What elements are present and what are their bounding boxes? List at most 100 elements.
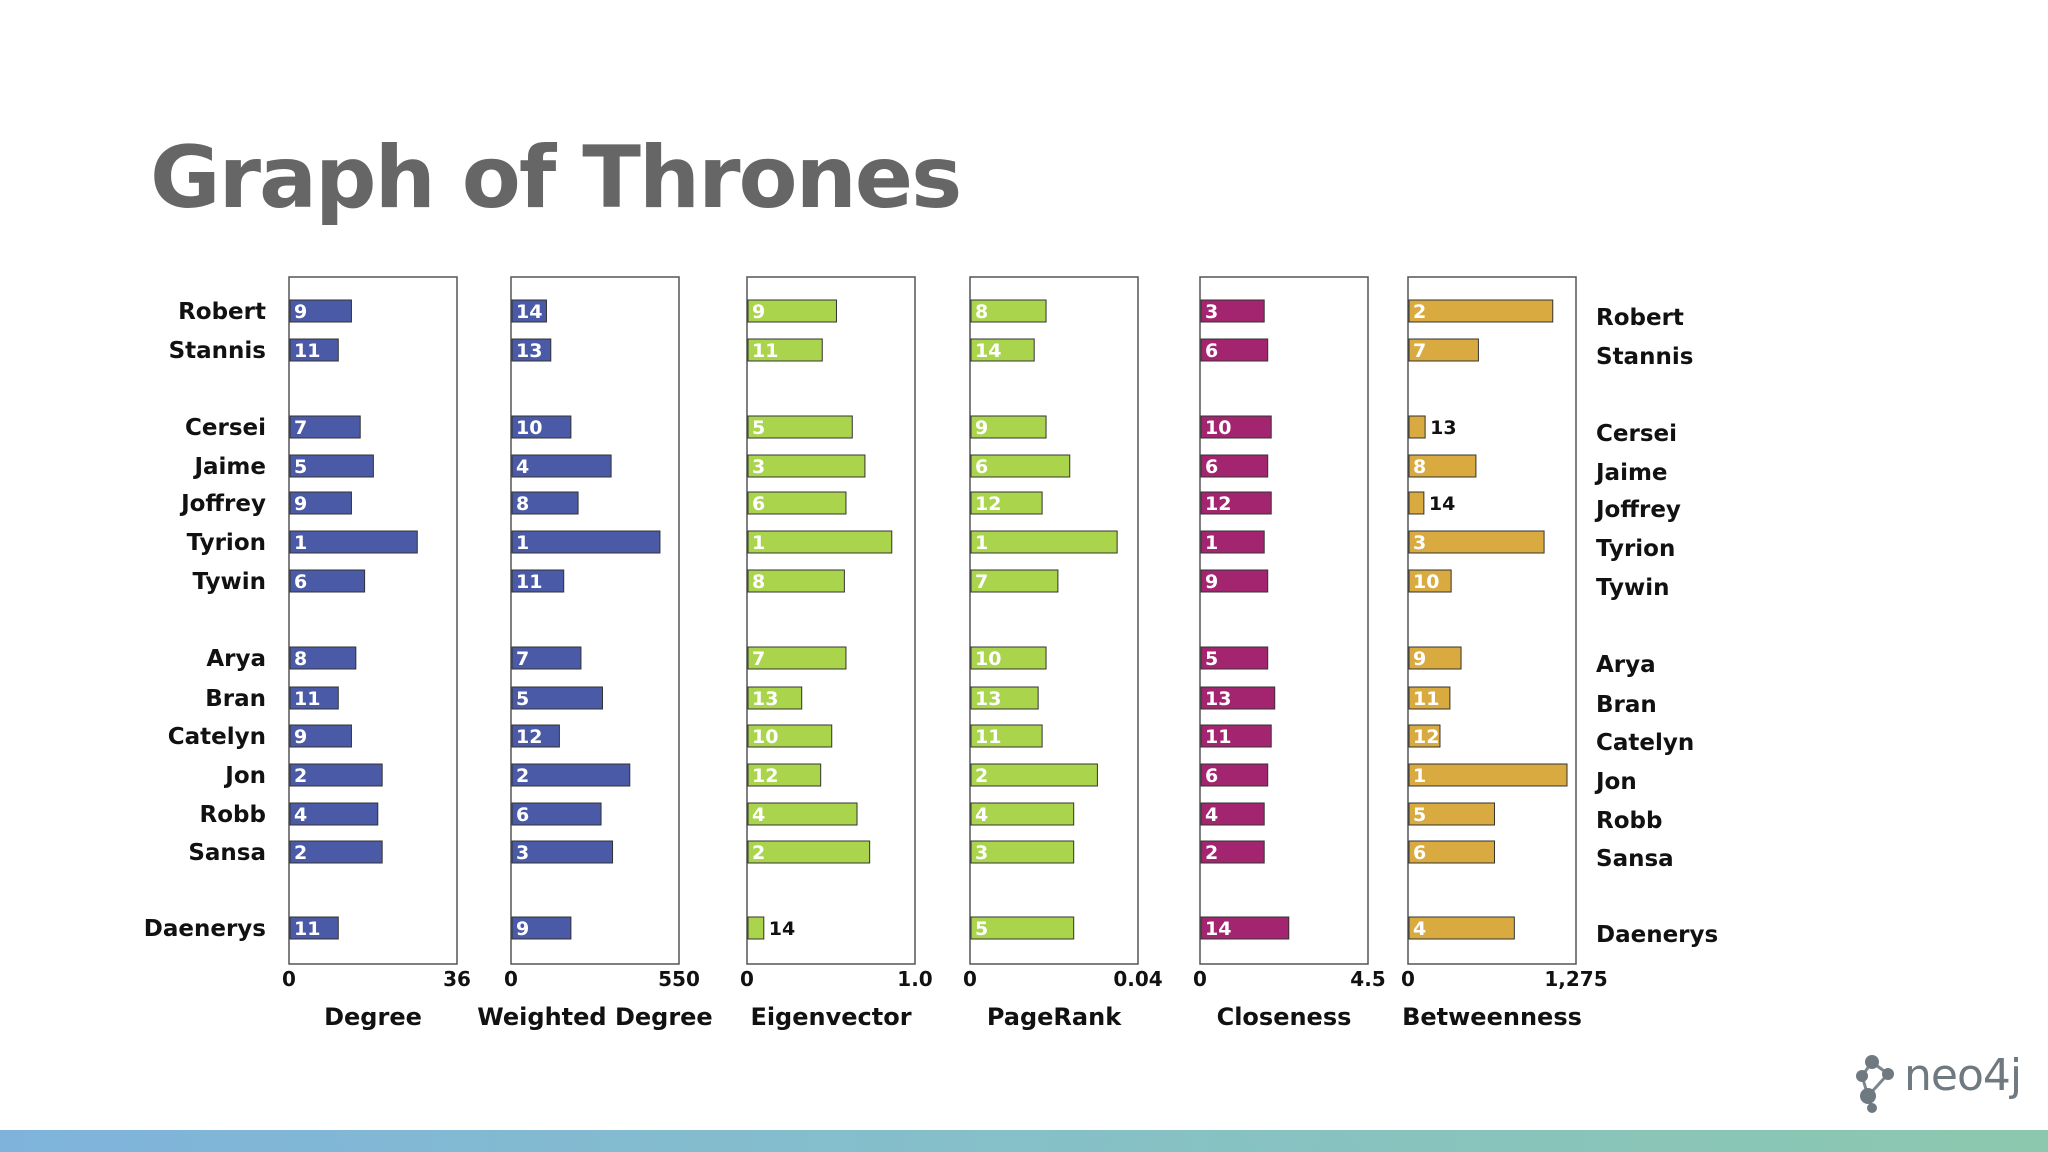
rank-label: 3 [1413,532,1426,554]
page-title: Graph of Thrones [150,128,962,228]
rank-label: 6 [1413,842,1426,864]
row-label-right: Sansa [1596,846,1674,872]
rank-label: 6 [1205,340,1218,362]
rank-label: 12 [975,493,1001,515]
bar [747,530,893,554]
bar [1200,454,1269,478]
bar [1408,491,1425,515]
x-tick-label: 0 [963,967,977,991]
row-label-right: Catelyn [1596,730,1694,756]
bar [747,686,803,710]
bar [511,686,603,710]
rank-label: 6 [975,456,988,478]
footer-band [0,1130,2048,1152]
bar [289,763,383,787]
bar [970,763,1098,787]
rank-label: 5 [975,918,988,940]
bar [511,338,552,362]
bar [511,916,572,940]
row-label-left: Daenerys [144,916,266,942]
bar [747,569,845,593]
bar [747,646,847,670]
panel-frame [969,276,1139,965]
rank-label: 11 [752,340,778,362]
bar [1200,491,1272,515]
rank-label: 6 [752,493,765,515]
bar [289,338,339,362]
rank-label: 11 [516,571,542,593]
rank-label: 9 [294,493,307,515]
rank-label: 1 [1205,532,1218,554]
rank-label: 4 [1205,804,1218,826]
row-label-right: Cersei [1596,421,1677,447]
rank-label: 11 [294,340,320,362]
rank-label: 5 [294,456,307,478]
bar [289,802,379,826]
rank-label: 5 [1205,648,1218,670]
bar [747,491,847,515]
rank-label: 7 [975,571,988,593]
row-label-right: Stannis [1596,344,1693,370]
rank-label: 9 [975,417,988,439]
rank-label: 14 [769,918,795,940]
bar [1200,763,1269,787]
panel-frame [746,276,916,965]
bar [511,724,560,748]
rank-label: 2 [1205,842,1218,864]
bar [289,569,366,593]
bar [289,646,357,670]
bar [289,454,374,478]
row-label-right: Robert [1596,305,1684,331]
rank-label: 9 [752,301,765,323]
rank-label: 4 [294,804,307,826]
bar [1200,415,1272,439]
rank-label: 1 [975,532,988,554]
bar [747,916,765,940]
rank-label: 2 [752,842,765,864]
bar [970,415,1047,439]
rank-label: 8 [752,571,765,593]
rank-label: 3 [975,842,988,864]
bar [747,802,858,826]
x-tick-label: 0 [740,967,754,991]
rank-label: 14 [516,301,542,323]
panel-frame [1199,276,1369,965]
bar [511,415,572,439]
rank-label: 11 [1205,726,1231,748]
bar [289,686,339,710]
rank-label: 9 [294,301,307,323]
bar [289,840,383,864]
rank-label: 5 [752,417,765,439]
rank-label: 14 [975,340,1001,362]
panel-title: Degree [324,1003,422,1031]
panel-title: Closeness [1217,1003,1352,1031]
bar [747,299,837,323]
row-label-left: Catelyn [168,724,266,750]
rank-label: 5 [1413,804,1426,826]
rank-label: 1 [752,532,765,554]
bar [970,299,1047,323]
bar [511,840,614,864]
rank-label: 1 [1413,765,1426,787]
row-label-right: Tywin [1596,575,1669,601]
bar [747,338,823,362]
row-label-left: Robert [178,299,266,325]
rank-label: 12 [516,726,542,748]
panel-title: Eigenvector [750,1003,911,1031]
rank-label: 6 [516,804,529,826]
row-label-left: Tywin [193,569,266,595]
row-label-right: Robb [1596,808,1662,834]
panel-title: PageRank [987,1003,1122,1031]
bar [511,569,565,593]
rank-label: 10 [1205,417,1231,439]
rank-label: 7 [1413,340,1426,362]
x-tick-label: 0 [282,967,296,991]
bar [970,916,1075,940]
x-tick-label: 4.5 [1350,967,1385,991]
bar [1200,646,1269,670]
row-label-right: Joffrey [1594,497,1681,523]
rank-label: 1 [516,532,529,554]
bar [1408,454,1477,478]
bar [289,724,352,748]
bar [970,840,1075,864]
